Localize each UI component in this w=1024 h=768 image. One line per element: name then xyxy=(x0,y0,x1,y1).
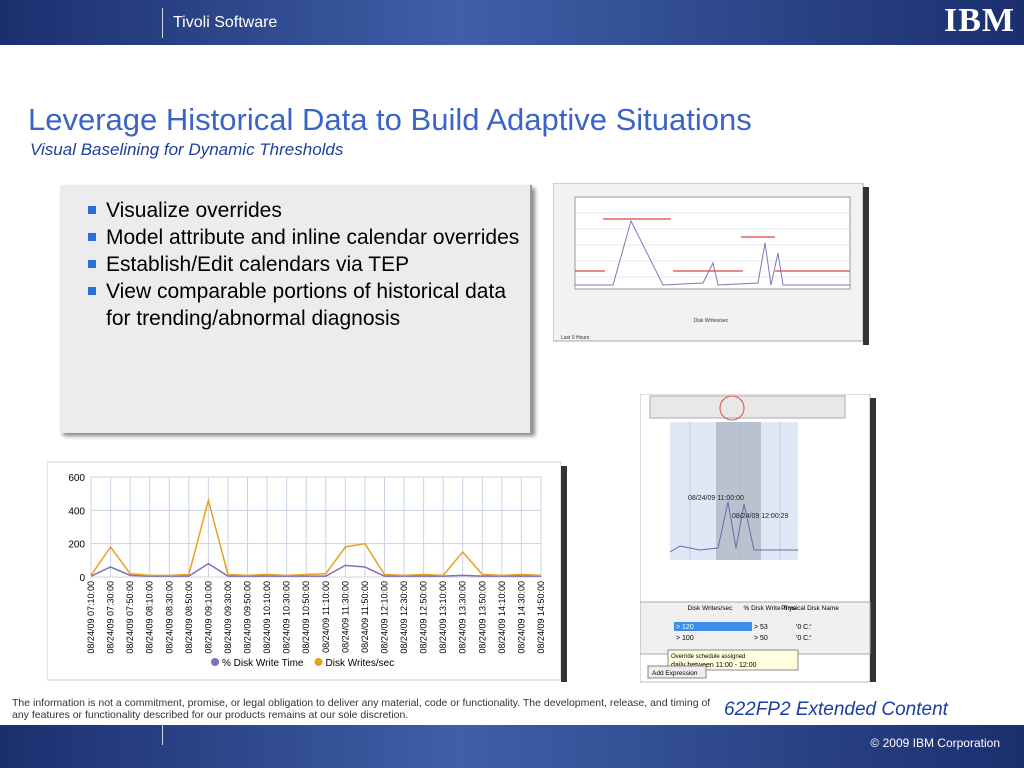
top-screenshot: Disk Writes/sec Last 9 Hours xyxy=(553,183,869,345)
x-tick-label: 08/24/09 09:50:00 xyxy=(243,581,253,654)
table-cell: '0 C:' xyxy=(796,635,812,642)
y-tick-label: 400 xyxy=(68,506,85,517)
copyright: © 2009 IBM Corporation xyxy=(870,736,1000,750)
legend-label: Disk Writes/sec xyxy=(326,658,395,669)
series-line xyxy=(90,562,541,577)
x-tick-label: 08/24/09 10:30:00 xyxy=(282,581,292,654)
mini-footer: Last 9 Hours xyxy=(561,335,590,341)
chart: 0 200 400 600 08/24/09 07:10:00 08/24/09 07:3… xyxy=(47,461,567,682)
disclaimer: The information is not a commitment, pro… xyxy=(12,697,711,721)
table-cell: > 50 xyxy=(754,635,768,642)
bottom-screenshot: 08/24/09 11:00:00 08/24/09 12:00:29 Disk… xyxy=(640,394,876,683)
table-cell: > 53 xyxy=(754,624,768,631)
footer-bar: © 2009 IBM Corporation xyxy=(0,725,1024,768)
table-cell: > 100 xyxy=(676,635,694,642)
x-tick-label: 08/24/09 12:30:00 xyxy=(399,581,409,654)
bullet: Model attribute and inline calendar over… xyxy=(88,224,526,251)
product-name: Tivoli Software xyxy=(173,14,278,31)
logo: IBM xyxy=(944,2,1015,39)
subtitle: Visual Baselining for Dynamic Thresholds xyxy=(30,140,344,159)
x-tick-label: 08/24/09 11:10:00 xyxy=(321,581,331,653)
y-tick-label: 200 xyxy=(68,540,85,551)
tooltip-title: Override schedule assigned xyxy=(671,654,745,660)
table-header: Disk Writes/sec xyxy=(688,605,733,612)
button[interactable]: Add Expression xyxy=(652,670,698,677)
x-tick-label: 08/24/09 10:50:00 xyxy=(301,581,311,654)
table-header: % Disk Write Time xyxy=(744,605,797,612)
timestamp: 08/24/09 12:00:29 xyxy=(732,513,789,520)
x-tick-label: 08/24/09 13:50:00 xyxy=(477,581,487,654)
title: Leverage Historical Data to Build Adapti… xyxy=(28,102,752,137)
y-tick-label: 600 xyxy=(68,473,85,484)
mini-chart-title: Disk Writes/sec xyxy=(694,318,729,324)
x-tick-label: 08/24/09 07:10:00 xyxy=(86,581,96,654)
x-tick-label: 08/24/09 09:30:00 xyxy=(223,581,233,654)
x-tick-label: 08/24/09 07:30:00 xyxy=(106,581,116,654)
x-tick-label: 08/24/09 08:30:00 xyxy=(164,581,174,654)
table-cell: > 120 xyxy=(676,624,694,631)
x-tick-label: 08/24/09 12:10:00 xyxy=(379,581,389,654)
x-tick-label: 08/24/09 08:10:00 xyxy=(145,581,155,654)
x-tick-label: 08/24/09 14:30:00 xyxy=(516,581,526,654)
legend-swatch xyxy=(314,658,323,666)
x-tick-label: 08/24/09 13:30:00 xyxy=(458,581,468,654)
tooltip-text: daily between 11:00 - 12:00 xyxy=(671,662,757,669)
legend-swatch xyxy=(211,658,219,666)
header-bar: Tivoli Software IBM xyxy=(0,0,1024,45)
x-tick-label: 08/24/09 13:10:00 xyxy=(438,581,448,654)
timestamp: 08/24/09 11:00:00 xyxy=(688,495,744,502)
y-tick-label: 0 xyxy=(79,573,85,584)
legend-label: % Disk Write Time xyxy=(222,658,304,669)
bullet: Establish/Edit calendars via TEP xyxy=(88,251,526,278)
x-tick-label: 08/24/09 10:10:00 xyxy=(262,581,272,654)
x-tick-label: 08/24/09 14:10:00 xyxy=(497,581,507,654)
x-tick-label: 08/24/09 14:50:00 xyxy=(536,581,546,654)
x-tick-label: 08/24/09 11:30:00 xyxy=(340,581,350,653)
table-cell: '0 C:' xyxy=(796,624,812,631)
x-tick-label: 08/24/09 09:10:00 xyxy=(203,581,213,654)
x-tick-label: 08/24/09 11:50:00 xyxy=(360,581,370,653)
table-header: Physical Disk Name xyxy=(781,605,839,612)
bullet: Visualize overrides xyxy=(88,197,526,224)
x-tick-label: 08/24/09 08:50:00 xyxy=(184,581,194,654)
x-tick-label: 08/24/09 12:50:00 xyxy=(419,581,429,654)
plot-area xyxy=(90,476,542,578)
series-line xyxy=(90,497,542,577)
badge: 622FP2 Extended Content xyxy=(724,699,948,720)
x-tick-label: 08/24/09 07:50:00 xyxy=(125,581,135,654)
bullet-box: Visualize overrides Model attribute and … xyxy=(60,185,532,433)
bullet: View comparable portions of historical d… xyxy=(88,278,526,332)
